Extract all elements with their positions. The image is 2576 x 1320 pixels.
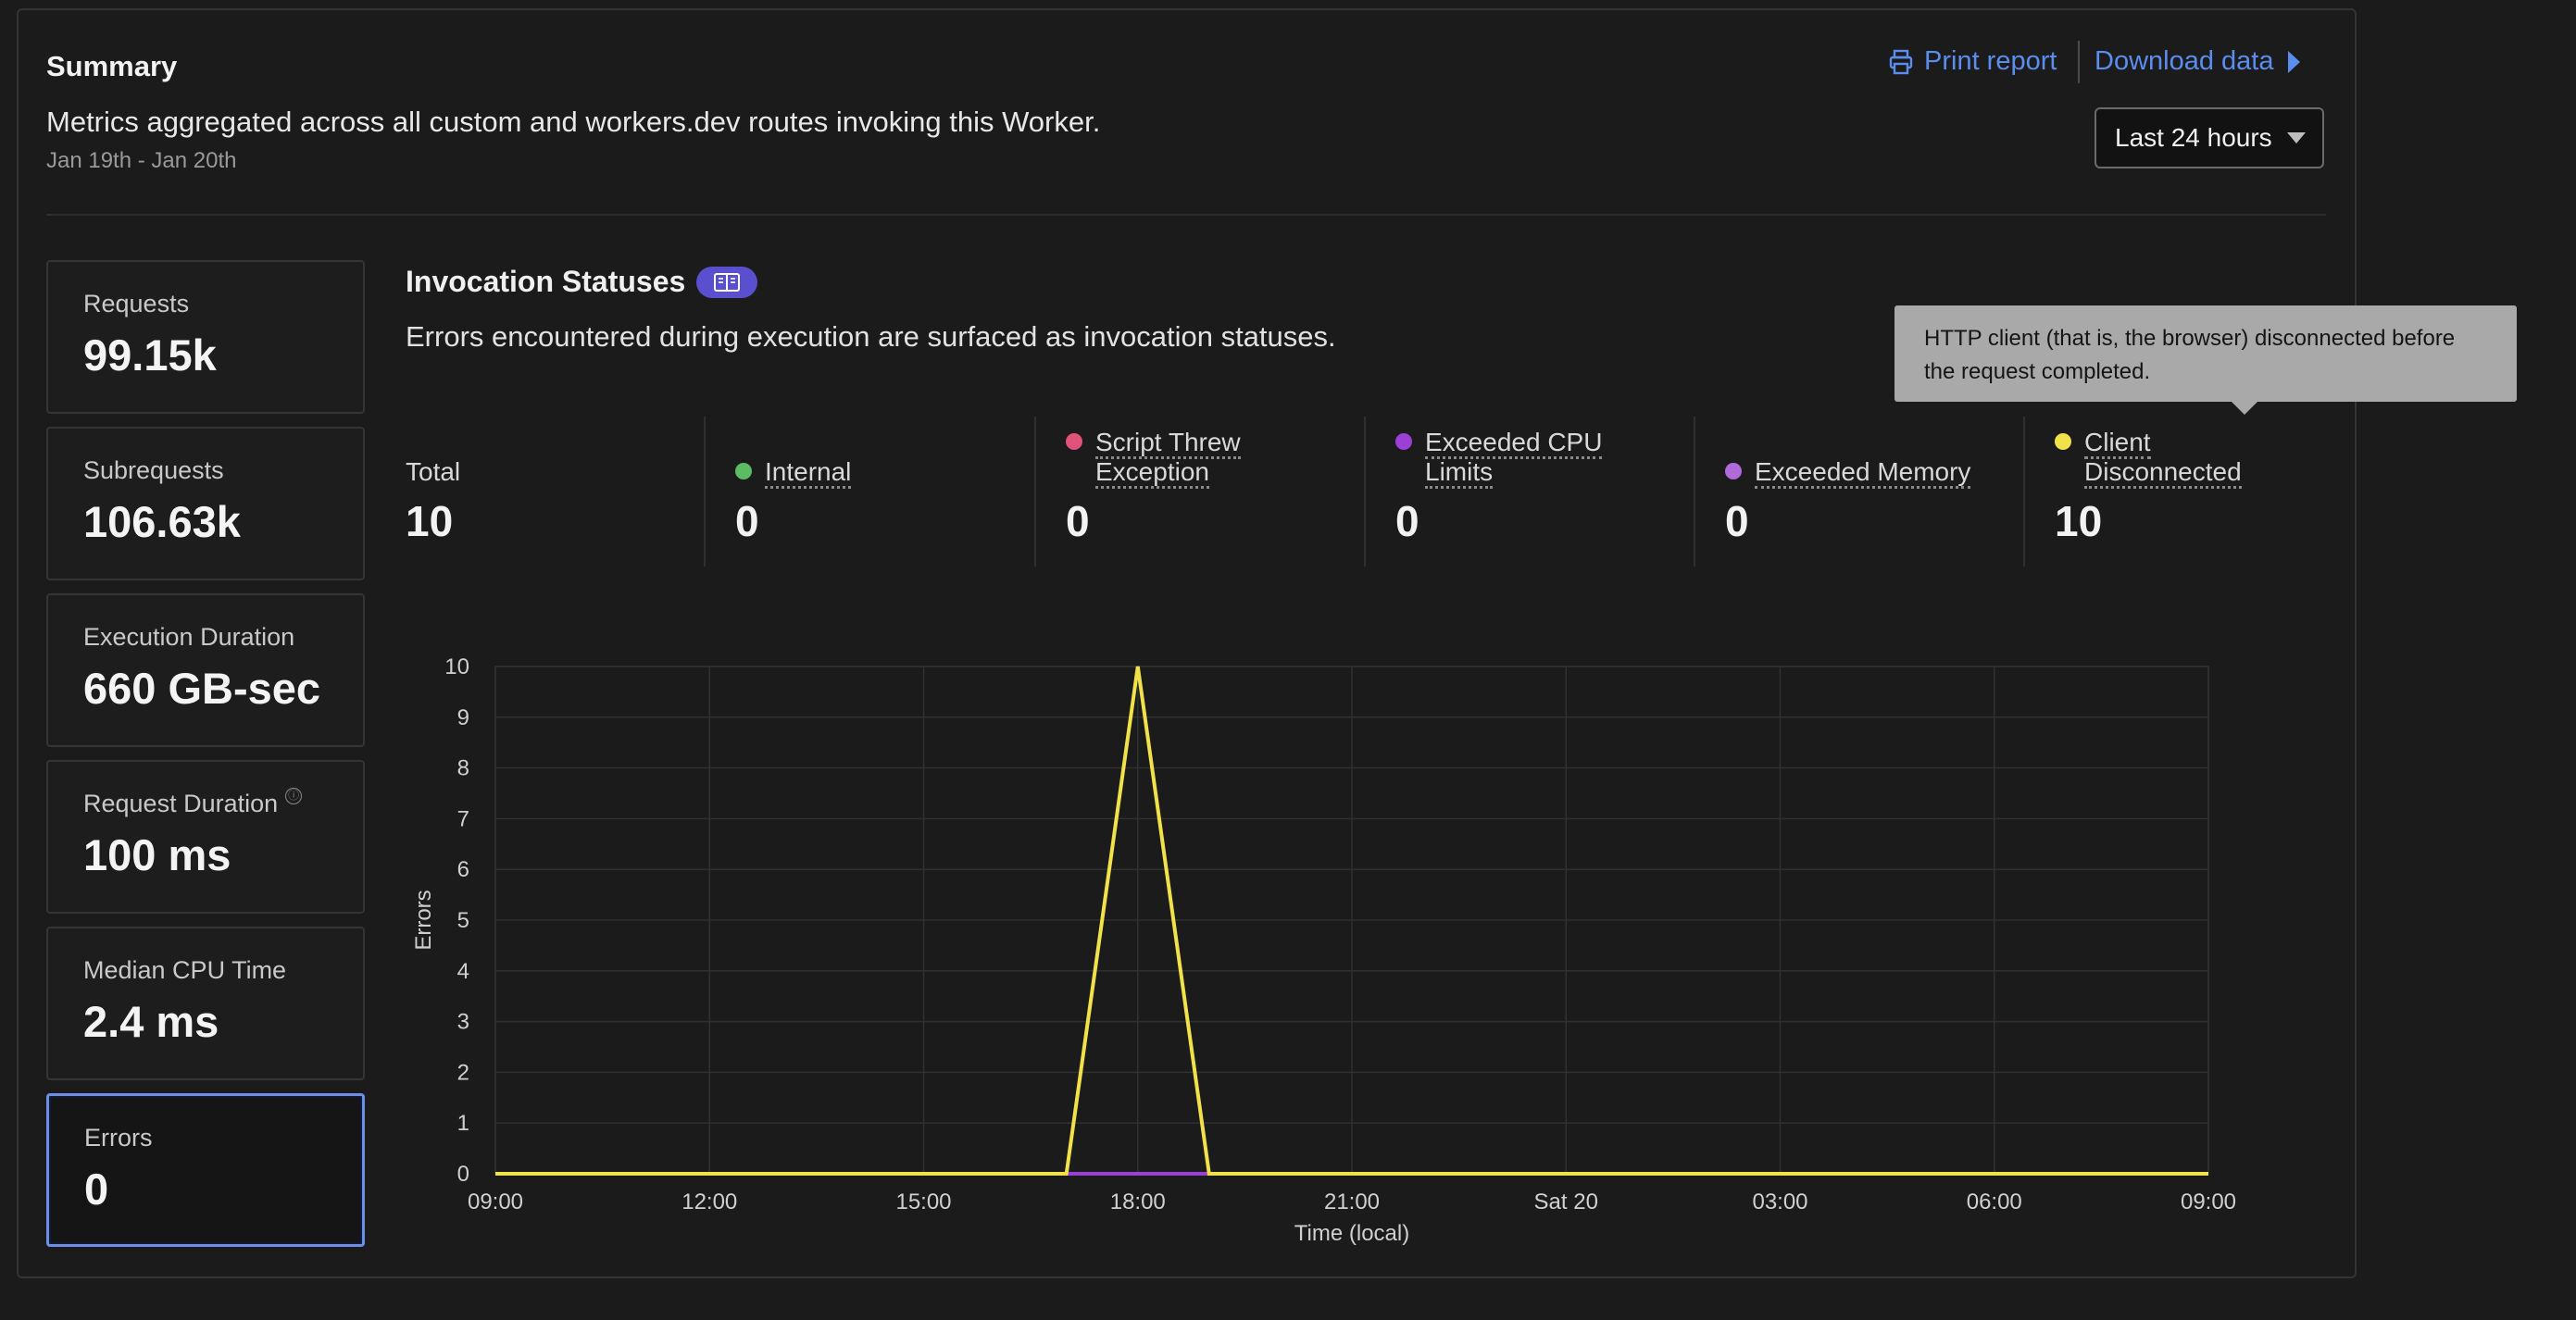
status-value: 10 (406, 497, 454, 545)
status-divider (1034, 417, 1036, 567)
status-label: Exceeded CPU Limits (1395, 428, 1603, 489)
errors-chart: 0 1 2 3 4 5 6 7 8 9 10 09:00 12:00 15:00 18:00 21:00 Sat… (398, 639, 2324, 1254)
status-dot-internal (735, 463, 752, 479)
invocation-statuses-title: Invocation Statuses (406, 265, 686, 298)
metric-card-request-duration[interactable]: Request Duration ⓘ 100 ms (46, 760, 365, 914)
y-tick-label: 8 (457, 756, 469, 781)
status-value: 0 (1725, 497, 1749, 545)
status-internal[interactable]: Internal 0 (735, 417, 1032, 567)
summary-title: Summary (46, 50, 178, 82)
y-tick-label: 1 (457, 1111, 469, 1136)
x-tick-label: 12:00 (682, 1189, 737, 1214)
metric-card-subrequests[interactable]: Subrequests 106.63k (46, 427, 365, 580)
x-tick-label: 09:00 (2181, 1189, 2236, 1214)
metric-value: 100 ms (83, 830, 231, 879)
x-tick-label: Sat 20 (1534, 1189, 1598, 1214)
status-divider (1694, 417, 1695, 567)
status-exceeded-memory[interactable]: Exceeded Memory 0 (1725, 417, 2021, 567)
y-tick-label: 7 (457, 806, 469, 831)
x-tick-label: 03:00 (1752, 1189, 1807, 1214)
download-data-link[interactable]: Download data (2095, 46, 2301, 77)
metric-card-errors[interactable]: Errors 0 (46, 1093, 365, 1247)
summary-description: Metrics aggregated across all custom and… (46, 106, 1101, 138)
printer-icon (1889, 49, 1913, 74)
y-tick-label: 0 (457, 1162, 469, 1187)
y-tick-label: 3 (457, 1010, 469, 1035)
link-divider (2078, 41, 2080, 83)
status-value: 10 (2055, 497, 2103, 545)
metric-value: 106.63k (83, 497, 241, 546)
y-axis-label: Errors (411, 890, 436, 950)
status-total: Total 10 (406, 417, 702, 567)
status-dot-script-threw-exception (1066, 433, 1082, 450)
status-client-disconnected[interactable]: Client Disconnected 10 (2055, 417, 2351, 567)
status-dot-exceeded-cpu-limits (1395, 433, 1412, 450)
print-report-link[interactable]: Print report (1889, 46, 2057, 77)
invocation-statuses-description: Errors encountered during execution are … (406, 320, 1336, 353)
status-label: Exceeded Memory (1725, 457, 1971, 489)
status-label: Internal (735, 457, 852, 489)
x-tick-label: 21:00 (1324, 1189, 1380, 1214)
metric-value: 2.4 ms (83, 997, 219, 1046)
metric-label: Execution Duration (83, 623, 295, 651)
status-value: 0 (1066, 497, 1090, 545)
y-tick-label: 9 (457, 705, 469, 730)
time-range-select[interactable]: Last 24 hours (2095, 107, 2324, 168)
status-script-threw-exception[interactable]: Script Threw Exception 0 (1066, 417, 1362, 567)
docs-badge[interactable] (696, 267, 757, 298)
metric-value: 660 GB-sec (83, 664, 321, 713)
info-icon[interactable]: ⓘ (285, 788, 303, 804)
y-tick-label: 4 (457, 959, 469, 984)
metric-label: Request Duration ⓘ (83, 788, 363, 818)
errors-chart-svg: 0 1 2 3 4 5 6 7 8 9 10 09:00 12:00 15:00 18:00 21:00 Sat… (411, 654, 2236, 1246)
summary-divider (46, 214, 2326, 216)
metric-label: Errors (84, 1124, 153, 1152)
download-data-label: Download data (2095, 46, 2274, 76)
x-tick-label: 18:00 (1110, 1189, 1166, 1214)
metric-label: Median CPU Time (83, 956, 287, 984)
status-dot-client-disconnected (2055, 433, 2071, 450)
time-range-value: Last 24 hours (2115, 123, 2272, 152)
status-label: Script Threw Exception (1066, 428, 1241, 489)
status-label: Total (406, 457, 461, 486)
status-value: 0 (735, 497, 759, 545)
status-divider (2023, 417, 2025, 567)
y-tick-label: 10 (444, 654, 469, 679)
status-value: 0 (1395, 497, 1419, 545)
metric-card-requests[interactable]: Requests 99.15k (46, 260, 365, 414)
book-icon (714, 273, 740, 292)
client-disconnected-tooltip: HTTP client (that is, the browser) disco… (1894, 305, 2517, 415)
metric-card-execution-duration[interactable]: Execution Duration 660 GB-sec (46, 593, 365, 747)
metric-label: Requests (83, 290, 190, 318)
chevron-down-icon (2287, 132, 2306, 143)
metric-value: 0 (84, 1164, 109, 1214)
x-tick-label: 06:00 (1967, 1189, 2022, 1214)
metric-label: Subrequests (83, 456, 224, 484)
metric-card-median-cpu-time[interactable]: Median CPU Time 2.4 ms (46, 927, 365, 1080)
summary-date-range: Jan 19th - Jan 20th (46, 148, 237, 173)
y-tick-label: 6 (457, 857, 469, 882)
status-label: Client Disconnected (2055, 428, 2242, 489)
status-exceeded-cpu-limits[interactable]: Exceeded CPU Limits 0 (1395, 417, 1692, 567)
x-axis-label: Time (local) (1294, 1221, 1409, 1246)
summary-panel (17, 8, 2357, 1278)
status-divider (1364, 417, 1366, 567)
x-tick-label: 15:00 (895, 1189, 951, 1214)
status-dot-exceeded-memory (1725, 463, 1742, 479)
y-tick-label: 5 (457, 908, 469, 933)
x-tick-label: 09:00 (468, 1189, 523, 1214)
caret-right-icon (2288, 50, 2301, 73)
metric-value: 99.15k (83, 330, 217, 380)
print-report-label: Print report (1924, 46, 2057, 76)
y-tick-label: 2 (457, 1060, 469, 1085)
status-divider (704, 417, 706, 567)
